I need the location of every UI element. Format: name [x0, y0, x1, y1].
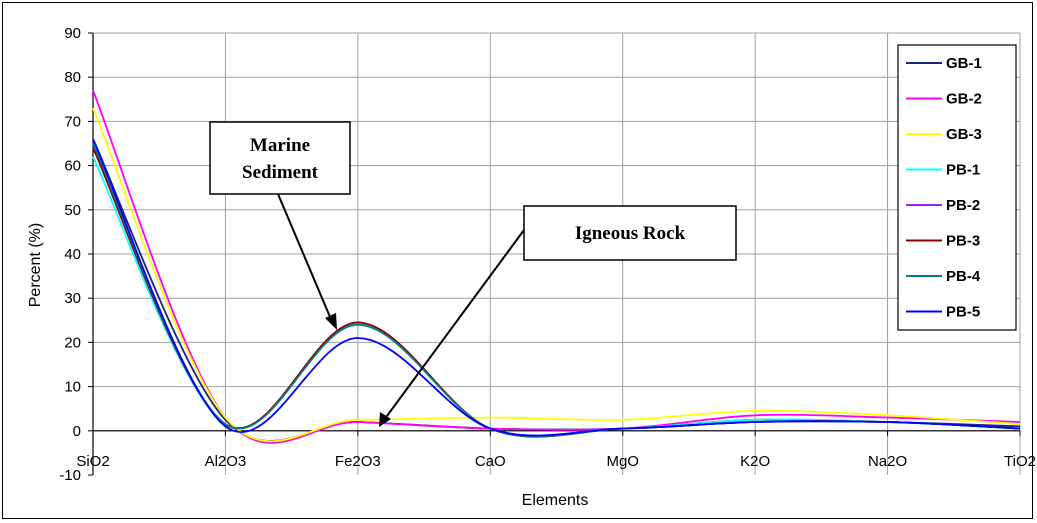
x-tick-label: TiO2 [1004, 453, 1036, 470]
x-tick-label: Al2O3 [205, 453, 247, 470]
annotation-marine-sediment-arrow [277, 193, 334, 325]
annotation-marine-sediment-box [209, 121, 351, 195]
y-tick-label: -10 [59, 467, 81, 484]
y-axis-title: Percent (%) [27, 223, 44, 307]
series-line-pb-5 [92, 138, 1021, 437]
legend-label: PB-2 [946, 197, 980, 214]
legend-label: PB-5 [946, 304, 980, 321]
y-tick-label: 50 [64, 202, 81, 219]
legend-label: GB-3 [946, 126, 982, 143]
y-tick-label: 60 [64, 158, 81, 175]
legend-label: PB-3 [946, 233, 980, 250]
annotation-igneous-rock-arrowhead [379, 412, 391, 427]
annotation-igneous-rock: Igneous Rock [379, 205, 737, 427]
legend-label: GB-1 [946, 55, 982, 72]
y-tick-label: 90 [64, 25, 81, 42]
legend-label: PB-4 [946, 268, 981, 285]
x-tick-label: CaO [475, 453, 506, 470]
annotation-igneous-rock-label: Igneous Rock [575, 223, 686, 244]
y-tick-label: 10 [64, 379, 81, 396]
y-tick-label: 20 [64, 334, 81, 351]
y-tick-label: 80 [64, 69, 81, 86]
series-lines [92, 90, 1021, 444]
series-line-gb-3 [92, 107, 1021, 443]
annotation-marine-sediment-line2: Sediment [242, 162, 319, 183]
legend-label: GB-2 [946, 91, 982, 108]
y-axis: -10 0 10 20 30 40 50 60 70 80 90 [59, 25, 94, 484]
legend: GB-1 GB-2 GB-3 PB-1 PB-2 PB-3 PB-4 PB-5 [897, 44, 1017, 331]
x-tick-label: Na2O [868, 453, 907, 470]
x-tick-label: SiO2 [76, 453, 109, 470]
y-tick-label: 40 [64, 246, 81, 263]
x-axis: SiO2 Al2O3 Fe2O3 CaO MgO K2O Na2O TiO2 [76, 430, 1036, 470]
x-tick-label: MgO [606, 453, 639, 470]
series-line-pb-1 [92, 156, 1021, 438]
y-tick-label: 70 [64, 113, 81, 130]
x-tick-label: K2O [740, 453, 770, 470]
annotation-igneous-rock-box [523, 205, 737, 261]
legend-label: PB-1 [946, 162, 980, 179]
y-tick-label: 30 [64, 290, 81, 307]
annotation-marine-sediment-line1: Marine [250, 135, 310, 156]
legend-box [897, 44, 1017, 331]
x-tick-label: Fe2O3 [335, 453, 381, 470]
annotation-marine-sediment: Marine Sediment [209, 121, 351, 330]
annotation-marine-sediment-arrowhead [325, 313, 337, 330]
y-tick-label: 0 [73, 423, 81, 440]
annotation-igneous-rock-arrow [383, 229, 525, 421]
x-axis-title: Elements [522, 492, 589, 509]
